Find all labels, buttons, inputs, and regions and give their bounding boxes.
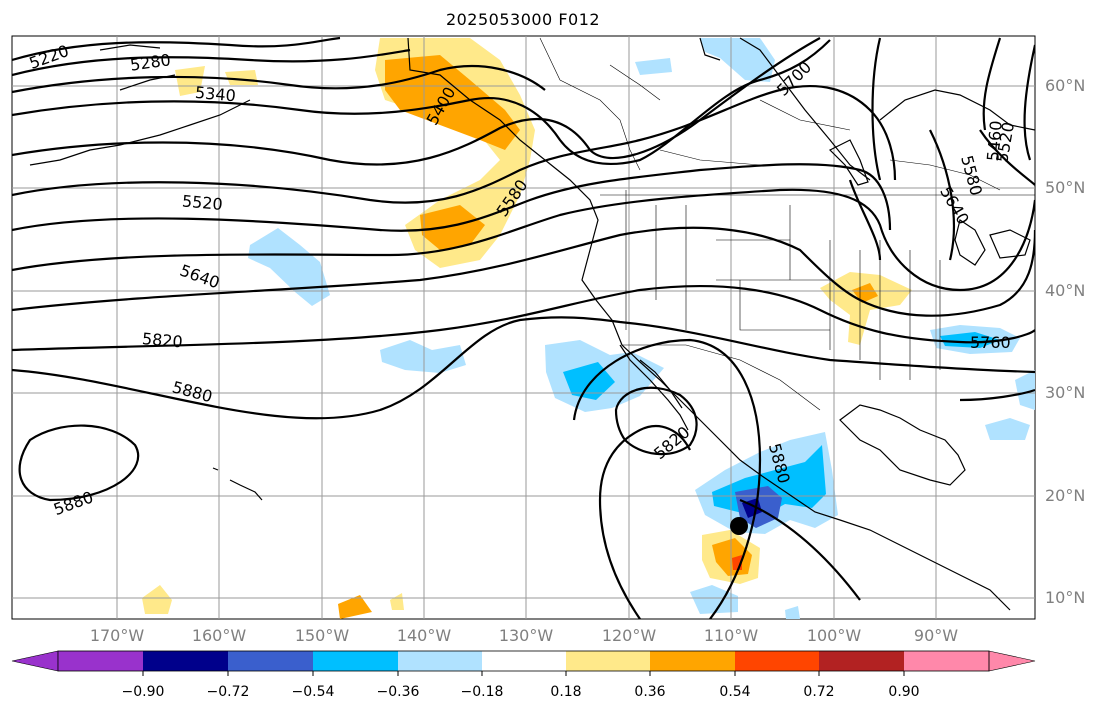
contour-label-5520: 5520 [181,191,223,213]
storm-center-marker [730,517,748,535]
lon-label-150w: 150°W [294,626,350,645]
colorbar-bin-11 [904,651,989,671]
chart-title: 2025053000 F012 [445,10,601,29]
lon-label-170w: 170°W [89,626,145,645]
lat-label-40n: 40°N [1045,281,1086,300]
colorbar-tick-label: 0.54 [719,684,751,700]
lat-label-10n: 10°N [1045,588,1086,607]
colorbar-tick-label: 0.18 [550,684,582,700]
contour-label-5460: 5460 [983,120,1005,162]
colorbar-max-arrow [988,650,1036,672]
political-borders [539,37,1035,411]
lat-label-20n: 20°N [1045,486,1086,505]
lon-label-160w: 160°W [191,626,247,645]
colorbar-bin-3 [228,651,313,671]
colorbar-bin-7 [566,651,650,671]
colorbar-tick-label: 0.36 [634,684,666,700]
colorbar-tick-label: 0.72 [803,684,835,700]
colorbar-bin-10 [819,651,904,671]
colorbar-bin-6 [482,651,566,671]
contour-label-5820: 5820 [141,329,183,351]
lat-label-60n: 60°N [1045,76,1086,95]
colorbar-bin-1 [58,651,143,671]
colorbar-bin-8 [650,651,735,671]
lat-label-30n: 30°N [1045,383,1086,402]
colorbar-bin-4 [313,651,398,671]
contour-label-5340: 5340 [194,83,236,105]
lon-label-140w: 140°W [396,626,452,645]
colorbar-bin-9 [735,651,819,671]
colorbar [11,650,1036,676]
lon-label-90w: 90°W [913,626,959,645]
lat-label-50n: 50°N [1045,178,1086,197]
height-contours [12,36,1035,619]
colorbar-tick-label: 0.90 [888,684,920,700]
colorbar-tick-label: −0.72 [206,684,250,700]
colorbar-tick-label: −0.90 [121,684,165,700]
colorbar-tick-label: −0.54 [291,684,335,700]
lon-label-120w: 120°W [601,626,657,645]
colorbar-bin-2 [143,651,228,671]
lon-label-100w: 100°W [806,626,862,645]
colorbar-min-arrow [11,650,59,672]
colorbar-tick-label: −0.18 [460,684,504,700]
lon-label-110w: 110°W [703,626,759,645]
colorbar-bin-5 [398,651,482,671]
colorbar-tick-label: −0.36 [376,684,420,700]
graticule [12,36,1035,619]
lon-label-130w: 130°W [498,626,554,645]
contour-label-5760: 5760 [970,333,1011,352]
coastlines [29,37,1035,611]
